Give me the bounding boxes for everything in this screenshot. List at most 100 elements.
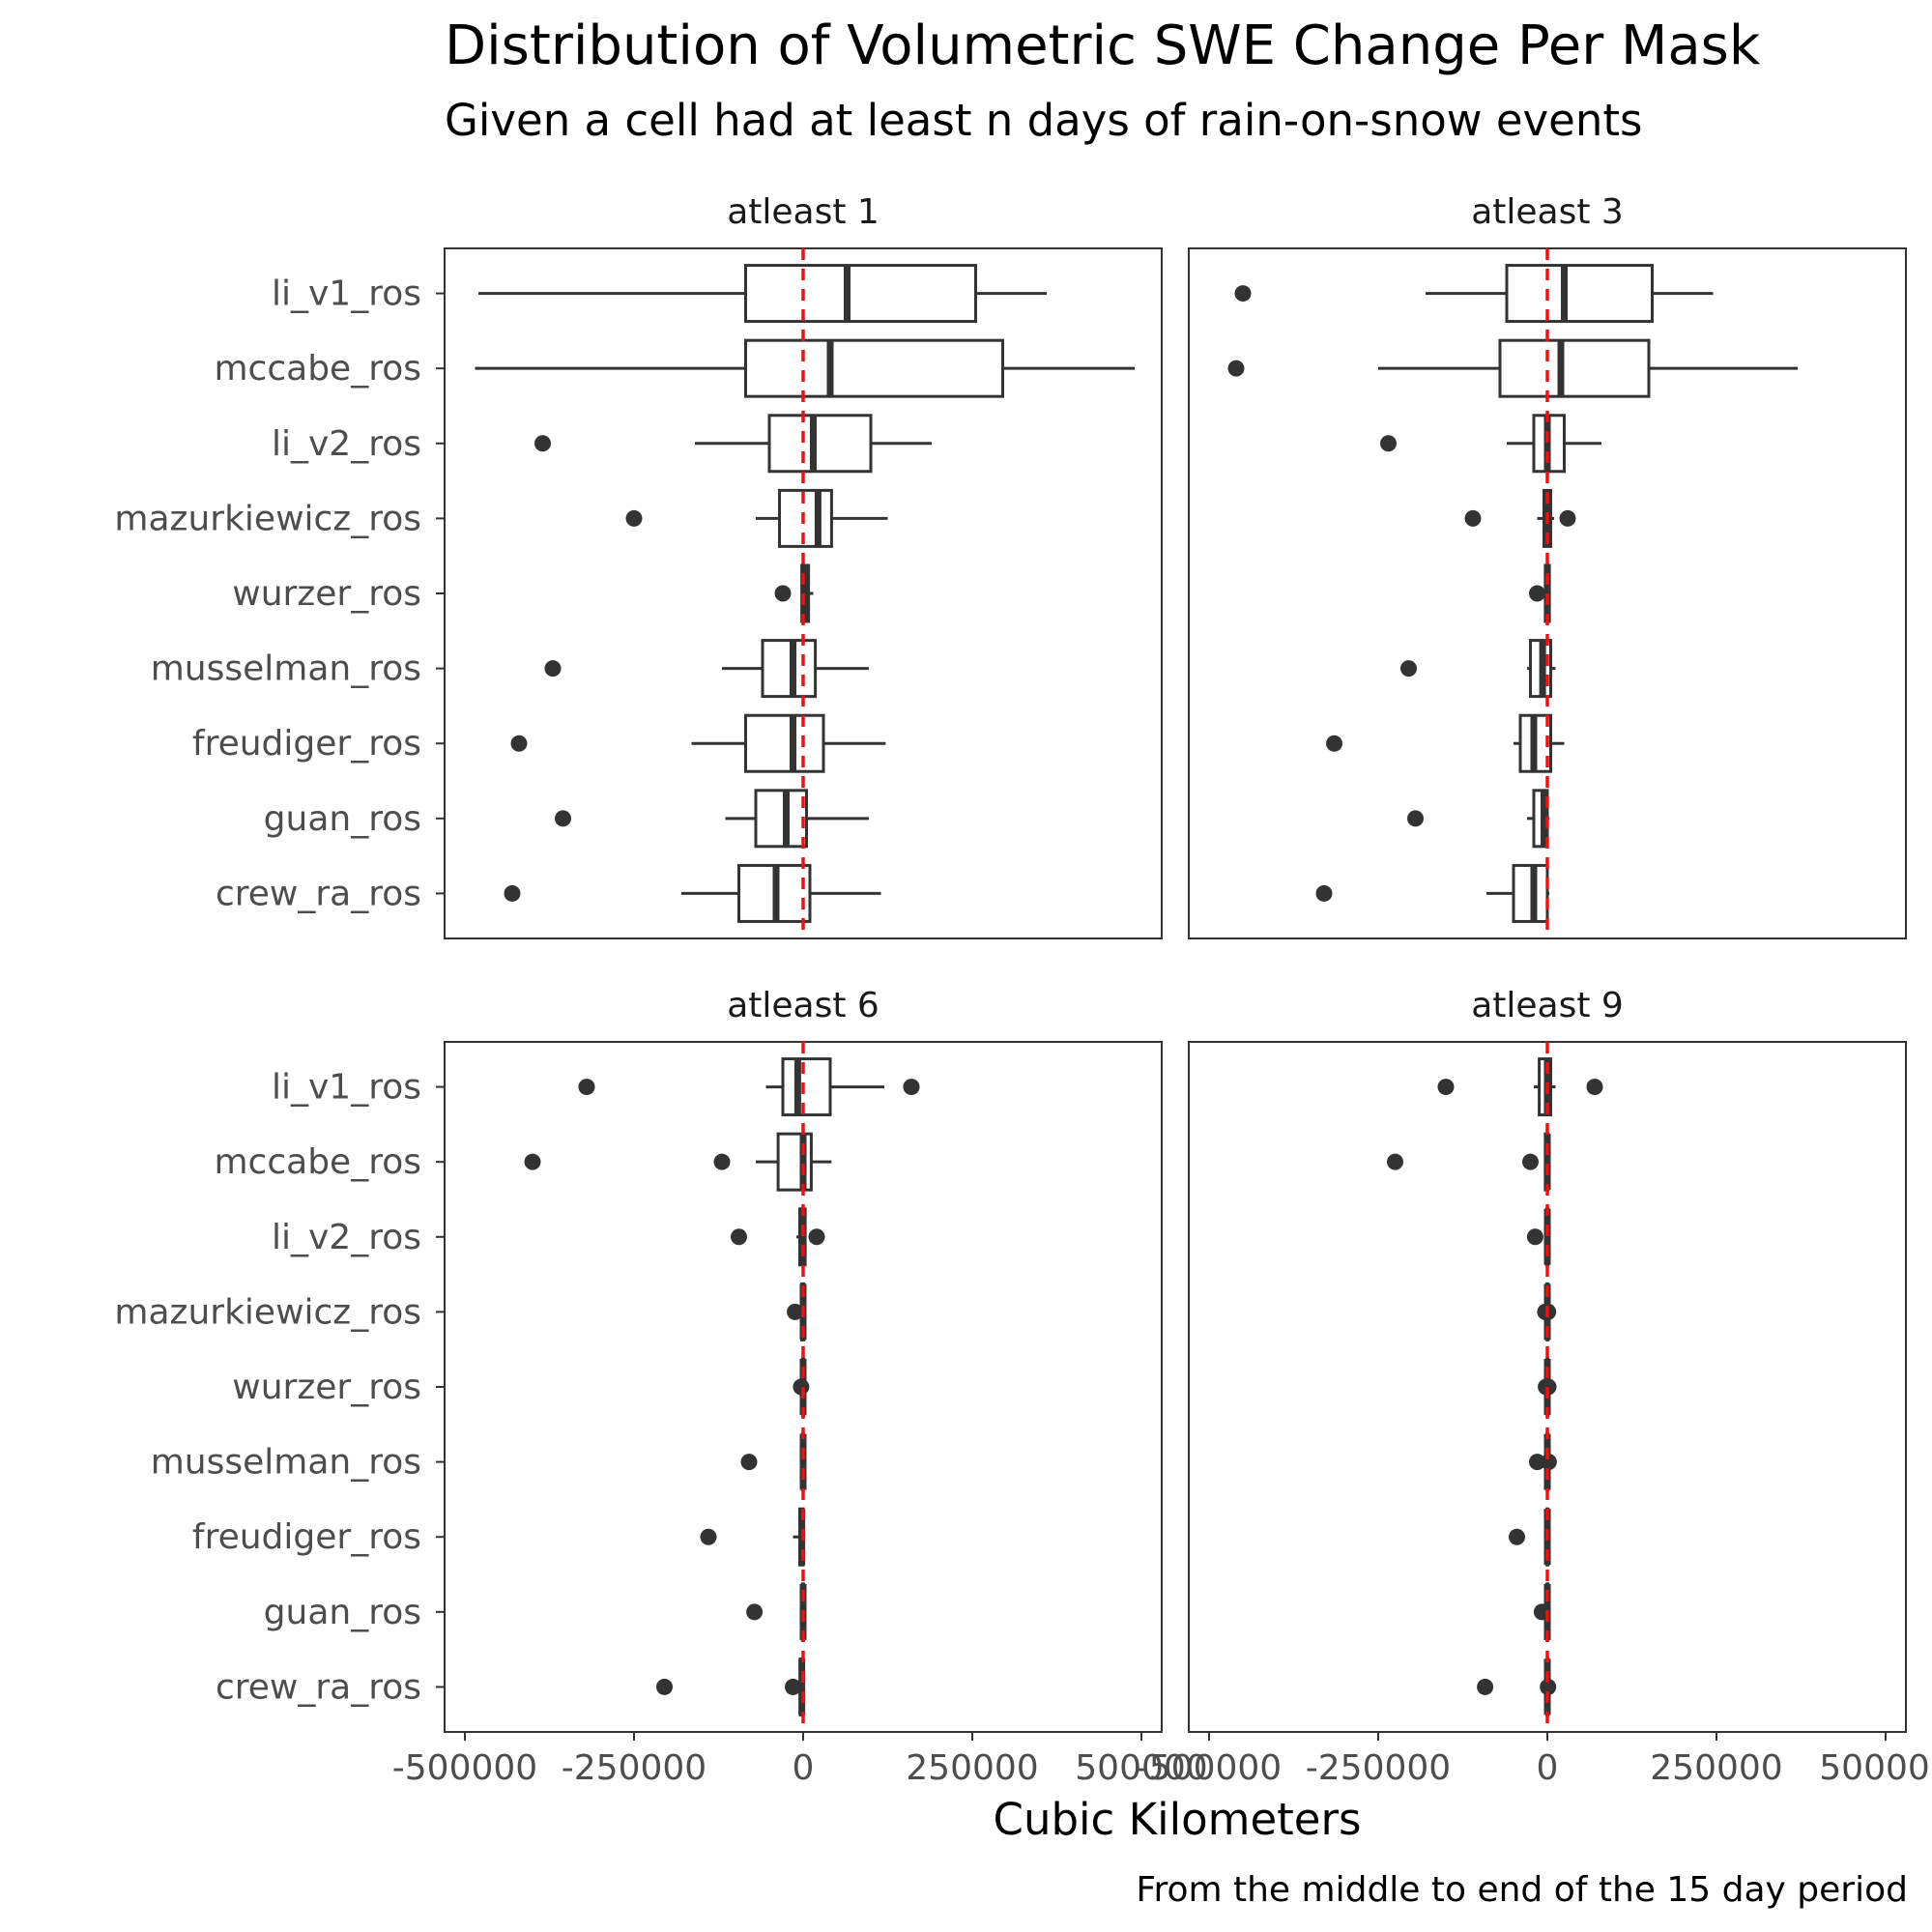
x-tick-label: -250000 [562,1748,706,1788]
y-axis-label: mazurkiewicz_ros [114,1292,421,1332]
iqr-box [744,338,1004,398]
outlier-point [1437,1079,1455,1096]
y-axis-label: mazurkiewicz_ros [114,499,421,538]
outlier-point [713,1153,731,1170]
y-axis-label: wurzer_ros [232,574,421,614]
iqr-box [778,488,833,548]
iqr-box [744,264,977,324]
x-tick-label: 250000 [906,1748,1038,1788]
x-tick-label: -250000 [1306,1748,1451,1788]
outlier-point [1529,1454,1545,1471]
outlier-point [793,1378,810,1396]
x-tick-label: 250000 [1650,1748,1782,1788]
panel-4: atleast 9 -500000 -250000 0 250000 500000 [1137,986,1932,1788]
outlier-point [656,1678,673,1695]
y-axis-label: wurzer_ros [232,1368,421,1407]
y-axis-label: li_v2_ros [272,424,421,464]
box-mccabe_ros [524,1132,832,1192]
y-axis-label: li_v1_ros [272,274,421,314]
y-axis-label: mccabe_ros [214,349,421,389]
outlier-point [1227,360,1245,377]
y-axis-label: freudiger_ros [192,724,421,764]
outlier-point [1234,285,1252,303]
box-crew_ra_ros [504,863,881,923]
outlier-point [524,1153,541,1170]
outlier-point [774,585,792,602]
box-li_v1_ros [1234,264,1714,324]
x-tick-label: -500000 [392,1748,537,1788]
outlier-point [746,1603,764,1621]
box-mccabe_ros [1227,338,1798,398]
outlier-point [1400,660,1417,678]
panel-strip-label: atleast 3 [1471,192,1624,232]
x-tick-label: 0 [793,1748,815,1788]
outlier-point [578,1079,595,1096]
x-tick-label: 500000 [1819,1748,1932,1788]
outlier-point [1540,1678,1557,1695]
outlier-point [1509,1528,1525,1545]
outlier-point [1477,1678,1494,1695]
chart-subtitle: Given a cell had at least n days of rain… [445,95,1642,146]
outlier-point [625,509,643,527]
y-axis-label: crew_ra_ros [216,874,421,913]
box-freudiger_ros [510,713,886,773]
box-musselman_ros [544,639,869,699]
box-mazurkiewicz_ros [625,488,888,548]
iqr-box [767,414,873,474]
iqr-box [1505,264,1654,324]
iqr-box [761,639,818,699]
box-crew_ra_ros [1315,863,1550,923]
panel-3: atleast 6 li_v1_ros mccabe_ros li_v2_rosmaz… [114,986,1207,1788]
outlier-point [1529,585,1545,602]
panel-strip-label: atleast 6 [727,986,879,1025]
panel-1: atleast 1 li_v1_ros mccabe_ros li_v2_rosmaz… [114,192,1163,939]
box-mccabe_ros [475,338,1135,398]
box-li_v1_ros [578,1057,920,1117]
chart-title: Distribution of Volumetric SWE Change Pe… [445,14,1761,77]
iqr-box [754,789,808,849]
y-axis-label: mccabe_ros [214,1142,421,1182]
panel-strip-label: atleast 9 [1471,986,1624,1025]
outlier-point [1464,509,1482,527]
outlier-point [544,660,562,678]
outlier-point [1526,1228,1543,1246]
box-li_v1_ros [478,264,1047,324]
x-tick-label: 500000 [1075,1748,1207,1788]
chart-caption: From the middle to end of the 15 day per… [1136,1870,1908,1910]
outlier-point [534,435,551,452]
box-guan_ros [1407,789,1550,849]
y-axis-label: guan_ros [264,799,421,839]
y-axis-label: musselman_ros [151,1443,421,1483]
outlier-point [1387,1153,1403,1170]
iqr-box [781,1057,832,1117]
outlier-point [740,1454,758,1471]
y-axis-label: li_v1_ros [272,1068,421,1108]
iqr-box [1498,338,1651,398]
outlier-point [1522,1153,1539,1170]
outlier-point [504,884,521,902]
outlier-point [903,1079,920,1096]
panel-strip-label: atleast 1 [727,192,879,232]
iqr-box [744,713,825,773]
box-guan_ros [555,789,869,849]
outlier-point [731,1228,747,1246]
outlier-point [787,1303,804,1320]
panels: atleast 1li_v1_rosmccabe_rosli_v2_rosmaz… [114,192,1932,1788]
y-axis-label: guan_ros [264,1593,421,1632]
y-axis-label: freudiger_ros [192,1517,421,1557]
y-axis-label: musselman_ros [151,649,421,689]
outlier-point [808,1228,825,1246]
outlier-point [785,1678,801,1695]
box-li_v2_ros [534,414,932,474]
y-axis-label: li_v2_ros [272,1218,421,1257]
outlier-point [1540,1454,1557,1471]
outlier-point [1315,884,1333,902]
panel-2: atleast 3 [1188,192,1907,939]
outlier-point [510,735,528,752]
x-axis-title: Cubic Kilometers [994,1794,1362,1845]
y-axis-label: crew_ra_ros [216,1667,421,1707]
outlier-point [1586,1079,1603,1096]
outlier-point [555,810,571,827]
x-tick-label: -500000 [1137,1748,1282,1788]
